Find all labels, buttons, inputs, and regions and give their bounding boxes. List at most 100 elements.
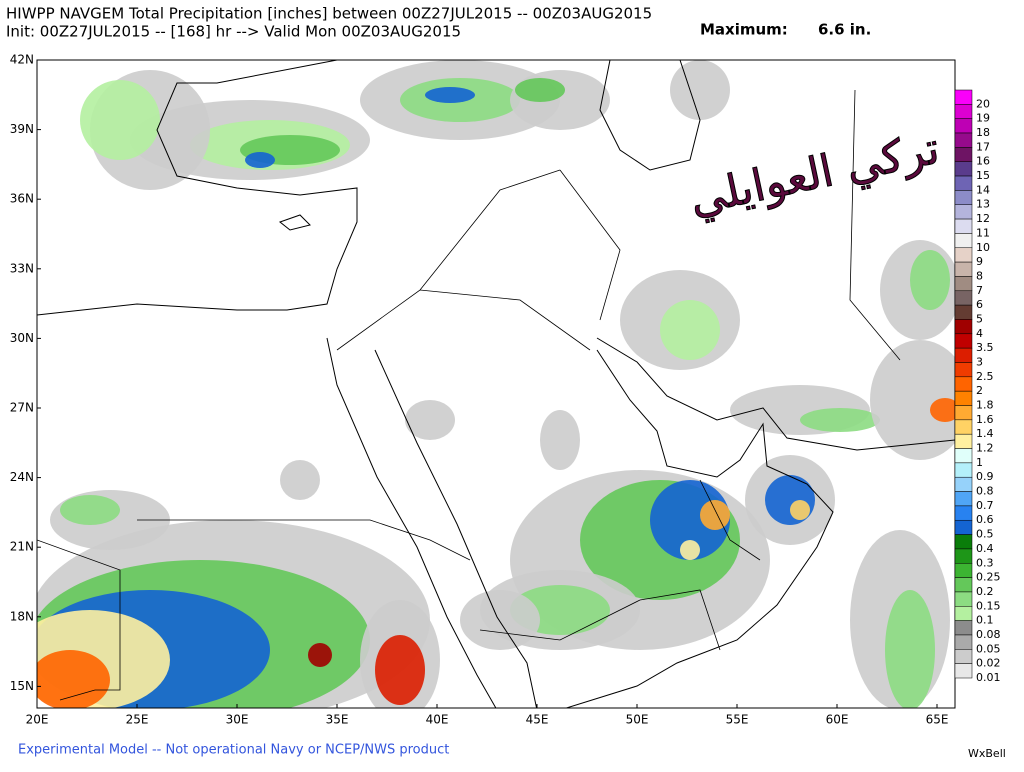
precip-blob: [765, 475, 815, 525]
lon-label: 25E: [126, 713, 149, 727]
colorbar-label: 20: [976, 97, 990, 110]
colorbar-swatch: [954, 261, 973, 277]
colorbar-swatch: [954, 419, 973, 435]
colorbar-swatch: [954, 577, 973, 593]
colorbar-swatch: [954, 606, 973, 621]
colorbar-swatch: [954, 89, 973, 105]
colorbar-label: 5: [976, 312, 983, 325]
colorbar-swatch: [954, 462, 973, 478]
lon-label: 30E: [226, 713, 249, 727]
map-title: HIWPP NAVGEM Total Precipitation [inches…: [6, 5, 652, 23]
colorbar-label: 12: [976, 212, 990, 225]
colorbar-label: 0.2: [976, 585, 994, 598]
precip-blob: [670, 60, 730, 120]
colorbar-swatch: [954, 161, 973, 177]
colorbar-label: 1.2: [976, 442, 994, 455]
colorbar-swatch: [954, 591, 973, 607]
colorbar-swatch: [954, 118, 973, 134]
precip-blob: [245, 152, 275, 168]
colorbar-swatch: [954, 476, 973, 492]
colorbar-label: 3.5: [976, 341, 994, 354]
colorbar-label: 15: [976, 169, 990, 182]
map-area: [36, 59, 956, 709]
colorbar-swatch: [954, 104, 973, 119]
colorbar-swatch: [954, 634, 973, 650]
colorbar-label: 8: [976, 269, 983, 282]
colorbar-label: 0.02: [976, 657, 1001, 670]
lat-label: 36N: [10, 192, 34, 206]
colorbar-label: 0.5: [976, 528, 994, 541]
colorbar-label: 0.9: [976, 470, 994, 483]
lat-label: 42N: [10, 53, 34, 67]
colorbar-swatch: [954, 505, 973, 521]
lon-label: 45E: [526, 713, 549, 727]
lon-label: 55E: [726, 713, 749, 727]
precip-blob: [375, 635, 425, 705]
colorbar-label: 10: [976, 241, 990, 254]
lat-label: 27N: [10, 401, 34, 415]
colorbar-swatch: [954, 405, 973, 421]
colorbar-swatch: [954, 448, 973, 464]
colorbar-swatch: [954, 276, 973, 292]
disclaimer: Experimental Model -- Not operational Na…: [18, 743, 449, 758]
colorbar-label: 19: [976, 112, 990, 125]
lon-label: 35E: [326, 713, 349, 727]
init-line: Init: 00Z27JUL2015 -- [168] hr --> Valid…: [6, 23, 461, 41]
colorbar-label: 0.3: [976, 556, 994, 569]
lon-label: 65E: [926, 713, 949, 727]
precip-blob: [460, 590, 540, 650]
colorbar-swatch: [954, 147, 973, 162]
precip-blob: [790, 500, 810, 520]
colorbar-label: 0.25: [976, 571, 1001, 584]
lat-label: 15N: [10, 679, 34, 693]
lat-label: 18N: [10, 609, 34, 623]
precip-blob: [308, 643, 332, 667]
colorbar-swatch: [954, 362, 973, 378]
colorbar-swatch: [954, 218, 973, 234]
colorbar-swatch: [954, 304, 973, 320]
colorbar-label: 1: [976, 456, 983, 469]
colorbar-label: 2: [976, 384, 983, 397]
borders: [37, 89, 901, 701]
precip-blob: [280, 460, 320, 500]
colorbar-swatch: [954, 333, 973, 349]
precip-blob: [660, 300, 720, 360]
brand: WxBell: [968, 747, 1006, 760]
precip-blob: [700, 500, 730, 530]
colorbar-label: 0.05: [976, 642, 1001, 655]
lat-label: 21N: [10, 540, 34, 554]
colorbar-swatch: [954, 563, 973, 578]
colorbar-swatch: [954, 548, 973, 564]
colorbar-label: 13: [976, 198, 990, 211]
colorbar-swatch: [954, 290, 973, 306]
colorbar-label: 0.15: [976, 599, 1001, 612]
red-sea-west: [326, 337, 497, 708]
colorbar-swatch: [954, 175, 973, 191]
precip-blob: [515, 78, 565, 102]
lat-label: 39N: [10, 122, 34, 136]
colorbar-swatch: [954, 190, 973, 205]
colorbar-label: 14: [976, 183, 990, 196]
precip-blob: [910, 250, 950, 310]
colorbar-label: 0.01: [976, 671, 1001, 684]
iran-coast: [596, 337, 955, 451]
colorbar-label: 0.08: [976, 628, 1001, 641]
colorbar-label: 18: [976, 126, 990, 139]
lon-label: 60E: [826, 713, 849, 727]
colorbar-label: 16: [976, 155, 990, 168]
precip-blob: [800, 408, 880, 432]
colorbar-label: 17: [976, 140, 990, 153]
colorbar-swatch: [954, 347, 973, 363]
colorbar-swatch: [954, 534, 973, 550]
precip-blob: [37, 650, 110, 708]
colorbar-label: 9: [976, 255, 983, 268]
med-coast: [37, 60, 358, 316]
colorbar-label: 3: [976, 355, 983, 368]
precip-blob: [540, 410, 580, 470]
colorbar-swatch: [954, 319, 973, 335]
arabia-coast: [564, 349, 834, 708]
colorbar-swatch: [954, 390, 973, 406]
colorbar-label: 0.4: [976, 542, 994, 555]
colorbar-swatch: [954, 433, 973, 449]
